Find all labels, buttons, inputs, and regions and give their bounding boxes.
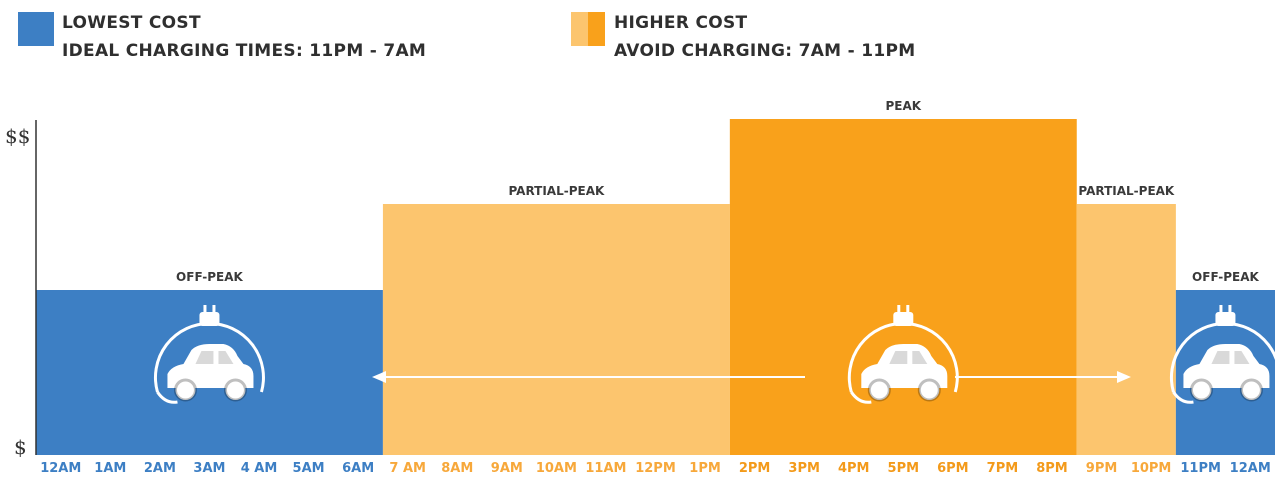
- region-label-peak: PEAK: [885, 99, 922, 113]
- x-tick-label: 9PM: [1085, 461, 1118, 476]
- x-tick-label: 1PM: [689, 461, 721, 476]
- x-tick-label: 2AM: [143, 461, 176, 476]
- legend-avoid-charging: AVOID CHARGING: 7AM - 11PM: [614, 41, 916, 61]
- x-tick-label: 7 AM: [389, 461, 426, 476]
- region-label-partial-peak: PARTIAL-PEAK: [508, 184, 605, 198]
- x-tick-label: 8PM: [1036, 461, 1068, 476]
- bar-peak-2: [729, 119, 1077, 455]
- higher-cost-swatch-light: [571, 12, 588, 46]
- x-tick-label: 3PM: [788, 461, 820, 476]
- x-tick-label: 10AM: [535, 461, 577, 476]
- legend-higher-cost: HIGHER COST: [614, 13, 748, 33]
- higher-cost-swatch: [571, 12, 605, 46]
- time-range-arrow: [372, 371, 1131, 383]
- arrow-head-right: [1117, 371, 1131, 383]
- ev-charging-icon: [847, 305, 959, 404]
- ev-charging-icon: [1170, 305, 1275, 404]
- x-tick-label: 12PM: [635, 461, 676, 476]
- x-tick-label: 3AM: [193, 461, 226, 476]
- ev-charging-icon: [154, 305, 265, 404]
- x-tick-label: 5PM: [887, 461, 920, 476]
- arrow-head-left: [372, 371, 386, 383]
- x-tick-label: 4 AM: [240, 461, 278, 476]
- x-tick-label: 1AM: [94, 461, 127, 476]
- lowest-cost-swatch: [18, 12, 54, 46]
- x-tick-label: 11AM: [585, 461, 627, 476]
- x-tick-label: 10PM: [1130, 461, 1172, 476]
- x-tick-label: 11PM: [1180, 461, 1221, 476]
- higher-cost-swatch-dark: [588, 12, 605, 46]
- x-tick-label: 12AM: [1229, 461, 1271, 476]
- legend-ideal-charging-times: IDEAL CHARGING TIMES: 11PM - 7AM: [62, 41, 427, 61]
- x-tick-label: 8AM: [441, 461, 474, 476]
- region-label-off-peak: OFF-PEAK: [1192, 270, 1259, 284]
- region-label-off-peak: OFF-PEAK: [176, 270, 243, 284]
- x-tick-label: 5AM: [292, 461, 325, 476]
- x-tick-label: 12AM: [40, 461, 82, 476]
- x-tick-label: 4PM: [837, 461, 870, 476]
- y-tick-low: $: [14, 435, 27, 459]
- x-tick-label: 6AM: [342, 461, 375, 476]
- bar-partial-peak-1: [382, 204, 730, 455]
- legend-lowest-cost: LOWEST COST: [62, 13, 201, 33]
- x-tick-label: 2PM: [738, 461, 771, 476]
- bar-partial-peak-3: [1076, 204, 1176, 455]
- x-tick-label: 9AM: [490, 461, 523, 476]
- x-tick-label: 6PM: [937, 461, 969, 476]
- x-tick-label: 7PM: [986, 461, 1019, 476]
- y-tick-high: $$: [5, 124, 31, 148]
- region-label-partial-peak: PARTIAL-PEAK: [1078, 184, 1175, 198]
